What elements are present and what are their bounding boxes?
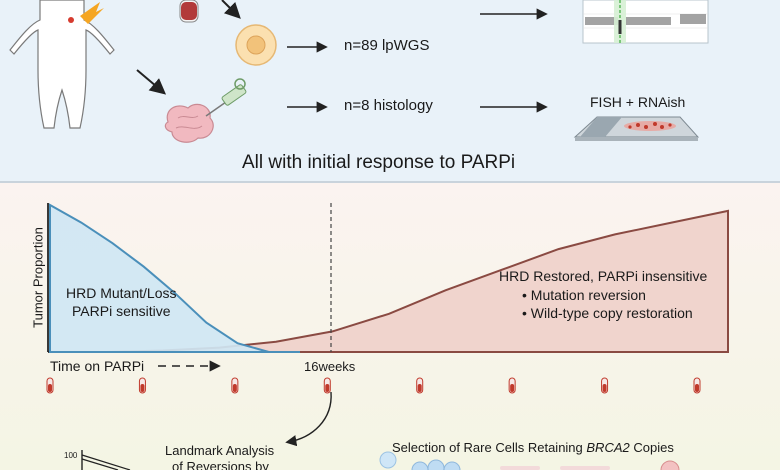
fish-slide-icon (573, 116, 700, 141)
insensitive-bullet-text: Mutation reversion (530, 287, 646, 303)
rare-cells-icon (379, 451, 680, 470)
mini-plot-line (81, 454, 131, 470)
landmark-arrow (285, 391, 332, 447)
arrow-tube-to-cell (221, 0, 241, 19)
lpwgs-label: n=89 lpWGS (344, 37, 430, 54)
sixteen-week-label: 16weeks (304, 359, 356, 374)
sample-tube-icon (46, 377, 54, 394)
tissue-biopsy-icon (164, 103, 214, 143)
sample-tube-icon (601, 377, 609, 394)
landmark-label-line1: Landmark Analysis (165, 443, 275, 458)
sample-tube-row (46, 377, 701, 394)
y-axis-label: Tumor Proportion (30, 227, 46, 328)
insensitive-bullet: • Wild-type copy restoration (522, 305, 693, 321)
lightning-icon (80, 2, 104, 24)
histology-label: n=8 histology (344, 97, 433, 114)
insensitive-region-title: HRD Restored, PARPi insensitive (499, 268, 708, 284)
sensitive-region-label-line2: PARPi sensitive (72, 303, 171, 319)
insensitive-bullet-text: Wild-type copy restoration (530, 305, 693, 321)
top-caption: All with initial response to PARPi (242, 152, 516, 173)
x-axis-label: Time on PARPi (50, 358, 145, 374)
patient-figure-icon (9, 0, 115, 129)
sample-tube-icon (231, 377, 239, 394)
landmark-label-line2: of Reversions by (172, 459, 269, 470)
sensitive-region-label-line1: HRD Mutant/Loss (66, 285, 177, 301)
biopsy-needle-icon (205, 78, 247, 117)
sample-tube-icon (693, 377, 701, 394)
insensitive-bullet: • Mutation reversion (522, 287, 646, 303)
selection-label-prefix: Selection of Rare Cells Retaining (392, 440, 587, 455)
sensitive-tumor-area (49, 203, 300, 353)
sample-tube-icon (138, 377, 146, 394)
copy-number-plot-icon (582, 0, 709, 44)
selection-label-suffix: Copies (629, 440, 674, 455)
sample-tube-icon (323, 377, 331, 394)
arrow-patient-to-biopsy (136, 69, 167, 95)
sample-tube-icon (416, 377, 424, 394)
cell-icon (235, 24, 277, 66)
mini-plot-line (81, 458, 119, 470)
blood-tube-icon (179, 0, 199, 23)
selection-label: Selection of Rare Cells Retaining BRCA2 … (392, 440, 674, 455)
selection-gene: BRCA2 (586, 440, 630, 455)
sample-tube-icon (508, 377, 516, 394)
fish-label: FISH + RNAish (590, 94, 686, 110)
mini-plot-tick: 100 (64, 451, 78, 460)
